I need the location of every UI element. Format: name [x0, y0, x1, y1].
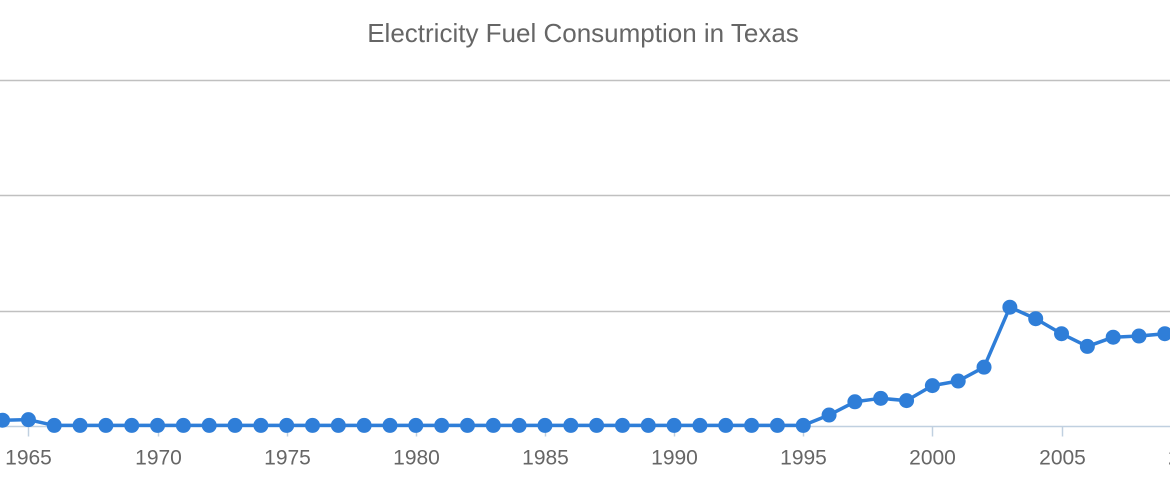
x-tick-label-8: 2005 — [1039, 447, 1086, 470]
data-point-2008 — [1131, 328, 1147, 344]
data-point-1980 — [408, 417, 424, 433]
gridlines — [0, 79, 1170, 313]
x-tick-label-6: 1995 — [780, 447, 827, 470]
data-point-1998 — [873, 390, 889, 406]
data-point-1970 — [150, 417, 166, 433]
data-point-2004 — [1028, 311, 1044, 327]
data-point-1975 — [279, 417, 295, 433]
data-point-1995 — [795, 417, 811, 433]
data-point-1992 — [718, 417, 734, 433]
data-point-1987 — [589, 417, 605, 433]
data-point-1971 — [175, 417, 191, 433]
x-tick-label-4: 1985 — [522, 447, 569, 470]
x-tick-label-7: 2000 — [909, 447, 956, 470]
x-tick-label-3: 1980 — [393, 447, 440, 470]
data-point-2009 — [1157, 326, 1170, 342]
data-point-1993 — [744, 417, 760, 433]
x-axis: 1965 1970 1975 1980 1985 1990 1995 2000 2005 2010 — [0, 425, 1170, 470]
data-point-1991 — [692, 417, 708, 433]
chart-title: Electricity Fuel Consumption in Texas — [367, 18, 799, 48]
data-point-1974 — [253, 417, 269, 433]
data-point-1981 — [434, 417, 450, 433]
data-point-1977 — [330, 417, 346, 433]
x-tick-label-9: 2010 — [1168, 447, 1170, 470]
data-point-1990 — [666, 417, 682, 433]
x-tick-label-0: 1965 — [5, 447, 52, 470]
data-point-1979 — [382, 417, 398, 433]
series-line-0 — [0, 305, 1167, 428]
data-point-1966 — [46, 417, 62, 433]
data-point-1973 — [227, 417, 243, 433]
data-point-1982 — [459, 417, 475, 433]
data-point-2007 — [1105, 329, 1121, 345]
data-point-1994 — [769, 417, 785, 433]
data-point-1997 — [847, 394, 863, 410]
data-point-1978 — [356, 417, 372, 433]
data-point-1985 — [537, 417, 553, 433]
x-tick-label-2: 1975 — [264, 447, 311, 470]
data-point-1972 — [201, 417, 217, 433]
data-point-2000 — [924, 378, 940, 394]
data-point-1984 — [511, 417, 527, 433]
data-point-1988 — [614, 417, 630, 433]
data-point-1969 — [124, 417, 140, 433]
data-point-2003 — [1002, 299, 1018, 315]
data-point-1964 — [0, 412, 11, 428]
x-tick-label-1: 1970 — [135, 447, 182, 470]
data-point-2001 — [950, 373, 966, 389]
data-point-1996 — [821, 407, 837, 423]
data-point-1965 — [20, 412, 36, 428]
data-point-1989 — [640, 417, 656, 433]
data-point-2002 — [976, 359, 992, 375]
data-point-1983 — [485, 417, 501, 433]
data-point-2006 — [1079, 338, 1095, 354]
series-group — [0, 299, 1170, 433]
data-point-2005 — [1054, 326, 1070, 342]
data-point-1986 — [563, 417, 579, 433]
data-point-1967 — [72, 417, 88, 433]
data-point-1968 — [98, 417, 114, 433]
data-point-1976 — [305, 417, 321, 433]
data-point-1999 — [899, 393, 915, 409]
x-tick-label-5: 1990 — [651, 447, 698, 470]
